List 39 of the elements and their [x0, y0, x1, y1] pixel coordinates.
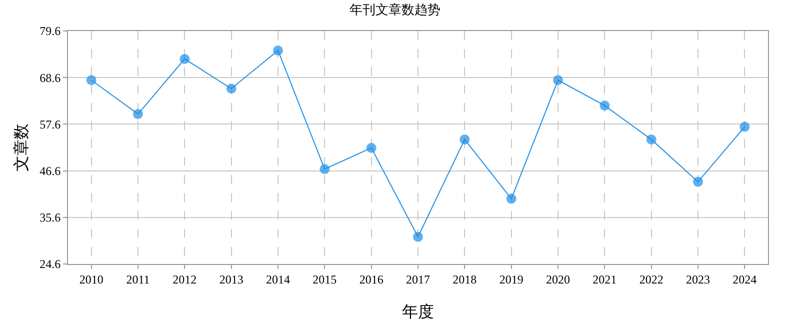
y-tick-label: 35.6	[40, 210, 61, 225]
point	[693, 176, 703, 187]
point	[506, 194, 516, 204]
x-tick-label: 2013	[219, 272, 244, 286]
y-tick-label: 57.6	[40, 117, 61, 132]
x-tick-label: 2021	[592, 272, 617, 286]
point	[86, 75, 96, 86]
x-tick-label: 2023	[686, 272, 710, 286]
point	[646, 134, 656, 144]
x-tick-label: 2015	[312, 272, 337, 286]
point	[180, 54, 190, 64]
x-tick-label: 2018	[452, 272, 477, 286]
x-axis-title: 年度	[402, 303, 434, 322]
point	[740, 122, 750, 132]
x-tick-label: 2010	[79, 272, 104, 286]
x-tick-label: 2014	[266, 272, 290, 286]
x-tick-label: 2020	[546, 272, 570, 286]
point	[320, 164, 330, 174]
point	[553, 75, 563, 86]
x-tick-label: 2012	[172, 272, 197, 286]
point	[413, 232, 423, 242]
y-tick-label: 68.6	[40, 70, 61, 85]
x-tick-label: 2017	[406, 272, 430, 286]
x-tick-label: 2016	[359, 272, 384, 286]
point	[273, 45, 283, 56]
y-tick-label: 46.6	[40, 164, 61, 178]
y-tick-label: 24.6	[40, 257, 61, 272]
x-tick-label: 2022	[639, 272, 664, 286]
point	[460, 134, 470, 144]
x-tick-label: 2019	[499, 272, 524, 286]
point	[133, 109, 143, 120]
point	[226, 84, 236, 94]
chart-title: 年刊文章数趋势	[350, 2, 440, 18]
point	[366, 142, 376, 153]
point	[600, 100, 610, 111]
x-tick-label: 2024	[732, 272, 757, 286]
y-axis-title: 文章数	[12, 124, 30, 172]
x-tick-label: 2011	[126, 272, 150, 286]
y-tick-label: 79.6	[40, 24, 61, 38]
